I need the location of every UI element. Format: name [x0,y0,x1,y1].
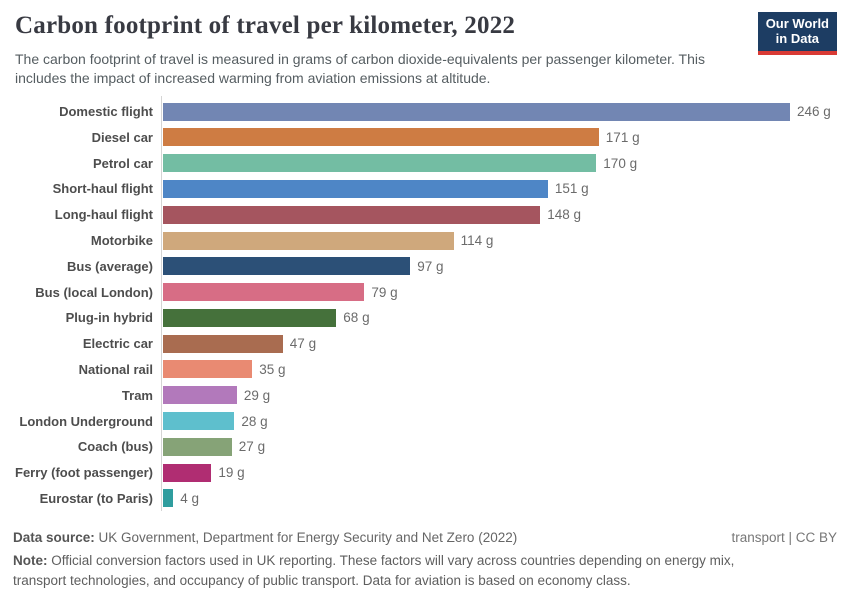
bar [163,102,790,121]
bar [163,205,541,224]
category-label: Long-haul flight [54,207,153,223]
bar [163,154,597,173]
chart-header: Carbon footprint of travel per kilometer… [13,12,837,89]
value-label: 148 g [547,207,581,223]
value-label: 79 g [371,284,398,300]
category-label: Coach (bus) [77,439,153,455]
category-label: Petrol car [93,155,153,171]
category-label: Plug-in hybrid [65,310,153,326]
chart-row: Electric car 47 g [13,331,837,357]
category-label: Motorbike [90,233,153,248]
chart-row: Bus (local London) 79 g [13,279,837,305]
value-label: 19 g [218,465,245,481]
bar [163,231,454,250]
owid-logo: Our World in Data [757,12,837,55]
value-label: 97 g [417,258,444,274]
chart-row: London Underground 28 g [13,408,837,434]
license-badge: transport | CC BY [731,530,837,545]
chart-subtitle: The carbon footprint of travel is measur… [15,51,705,87]
bar [163,308,337,327]
chart-row: Short-haul flight 151 g [13,176,837,202]
y-axis-line [161,95,162,512]
bar [163,386,237,405]
chart-row: Petrol car 170 g [13,150,837,176]
source-line: Data source: UK Government, Department f… [13,530,837,545]
chart-note: Note: Official conversion factors used i… [13,551,775,590]
bar [163,489,174,508]
owid-logo-line1: Our World [765,16,829,31]
chart-row: Plug-in hybrid 68 g [13,305,837,331]
value-label: 151 g [554,181,589,197]
bar [163,463,212,482]
bar [163,128,599,147]
bar [163,437,232,456]
bar [163,179,548,198]
category-label: Bus (average) [67,258,153,274]
chart-row: Diesel car 171 g [13,124,837,150]
bar [163,257,411,276]
category-label: Domestic flight [59,104,153,120]
bar-chart: Domestic flight 246 g Diesel car 171 g P… [13,95,837,512]
value-label: 4 g [180,490,199,506]
chart-row: Ferry (foot passenger) 19 g [13,460,837,486]
category-label: Diesel car [91,129,153,145]
category-label: Bus (local London) [35,284,153,300]
value-label: 28 g [241,413,268,429]
chart-footer: Data source: UK Government, Department f… [13,530,837,590]
category-label: Eurostar (to Paris) [39,490,153,506]
chart-row: Tram 29 g [13,382,837,408]
note-label: Note: [13,553,48,568]
value-label: 68 g [343,310,370,326]
owid-logo-line2: in Data [775,30,820,46]
value-label: 29 g [243,387,271,403]
data-source: Data source: UK Government, Department f… [13,530,517,545]
chart-row: Motorbike 114 g [13,228,837,254]
bar [163,412,235,431]
value-label: 114 g [460,233,494,248]
bar [163,334,283,353]
chart-row: Coach (bus) 27 g [13,434,837,460]
data-source-label: Data source: [13,530,95,545]
value-label: 35 g [259,361,286,377]
chart-row: Domestic flight 246 g [13,99,837,125]
category-label: Short-haul flight [52,181,153,197]
category-label: National rail [78,361,153,377]
value-label: 246 g [797,104,831,120]
chart-row: Eurostar (to Paris) 4 g [13,486,837,512]
data-source-text: UK Government, Department for Energy Sec… [94,530,518,545]
bar [163,283,365,302]
value-label: 171 g [605,129,640,145]
chart-title: Carbon footprint of travel per kilometer… [15,12,516,39]
value-label: 170 g [603,155,638,171]
value-label: 47 g [289,336,317,352]
category-label: London Underground [19,413,153,429]
note-text: Official conversion factors used in UK r… [13,553,735,588]
chart-row: Long-haul flight 148 g [13,202,837,228]
value-label: 27 g [238,439,266,455]
category-label: Tram [121,387,153,403]
category-label: Ferry (foot passenger) [15,465,153,481]
bar [163,360,253,379]
chart-rows: Domestic flight 246 g Diesel car 171 g P… [13,99,837,512]
chart-row: Bus (average) 97 g [13,253,837,279]
chart-row: National rail 35 g [13,357,837,383]
category-label: Electric car [82,336,153,352]
